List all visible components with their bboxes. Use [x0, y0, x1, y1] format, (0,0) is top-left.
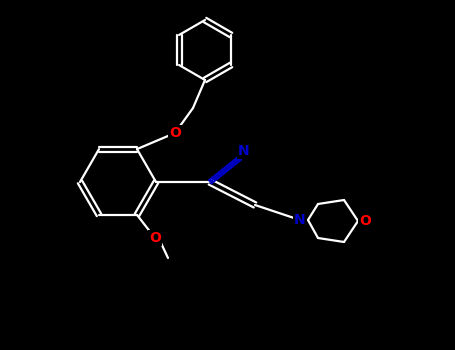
Text: O: O — [148, 231, 162, 245]
Text: N: N — [238, 144, 250, 158]
Text: O: O — [169, 126, 181, 140]
Text: O: O — [359, 214, 371, 228]
Text: N: N — [238, 144, 250, 158]
Text: N: N — [294, 213, 306, 227]
Text: O: O — [359, 214, 371, 228]
Text: N: N — [294, 213, 306, 227]
Text: O: O — [149, 231, 161, 245]
Text: O: O — [168, 126, 182, 140]
